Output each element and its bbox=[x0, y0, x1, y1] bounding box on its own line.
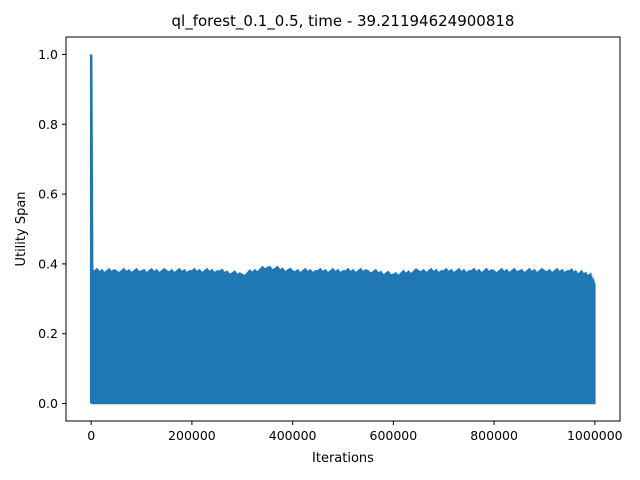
y-tick-label: 0.0 bbox=[38, 396, 58, 411]
series-0-peak bbox=[89, 54, 94, 404]
y-axis: 0.0 0.2 0.4 0.6 0.8 1.0 bbox=[38, 47, 66, 411]
series-0-envelope bbox=[91, 265, 596, 405]
x-tick-label: 0 bbox=[87, 428, 95, 443]
y-tick-label: 0.4 bbox=[38, 256, 58, 271]
x-tick-label: 400000 bbox=[269, 428, 317, 443]
x-tick-label: 1000000 bbox=[567, 428, 623, 443]
plot-area bbox=[89, 54, 596, 405]
x-tick-label: 600000 bbox=[370, 428, 418, 443]
x-axis: 0 200000 400000 600000 800000 1000000 bbox=[87, 421, 623, 443]
y-tick-label: 0.2 bbox=[38, 326, 58, 341]
x-axis-label: Iterations bbox=[312, 451, 374, 466]
axes-frame bbox=[65, 36, 621, 422]
chart-title: ql_forest_0.1_0.5, time - 39.21194624900… bbox=[172, 12, 515, 31]
y-tick-label: 1.0 bbox=[38, 47, 58, 62]
y-tick-label: 0.8 bbox=[38, 117, 58, 132]
x-tick-label: 800000 bbox=[470, 428, 518, 443]
x-tick-label: 200000 bbox=[168, 428, 216, 443]
y-tick-label: 0.6 bbox=[38, 187, 58, 202]
y-axis-label: Utility Span bbox=[14, 191, 29, 266]
